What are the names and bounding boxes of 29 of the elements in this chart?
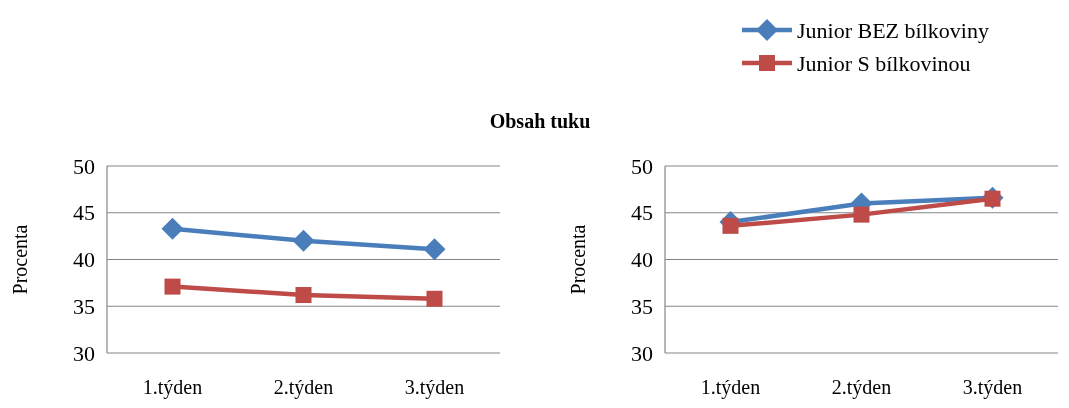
y-axis-title: Procenta — [9, 224, 31, 295]
y-tick-label: 45 — [73, 200, 95, 226]
y-tick-label: 30 — [631, 340, 653, 366]
y-tick-label: 30 — [73, 340, 95, 366]
x-tick-label: 2.týden — [273, 376, 334, 399]
x-tick-label: 3.týden — [404, 376, 465, 399]
point — [295, 287, 312, 304]
y-tick-label: 40 — [73, 247, 95, 273]
x-tick-label: 2.týden — [831, 376, 892, 399]
y-tick-label: 35 — [73, 293, 95, 319]
text: Obsah tuku — [489, 110, 591, 132]
x-tick-label: 1.týden — [700, 376, 761, 399]
legend-label: Junior S bílkovinou — [797, 50, 971, 76]
point — [164, 278, 181, 295]
point — [423, 238, 446, 261]
y-tick-label: 50 — [631, 153, 653, 179]
point — [426, 290, 443, 307]
y-tick-label: 35 — [631, 293, 653, 319]
y-axis-title: Procenta — [567, 224, 589, 295]
x-tick-label: 3.týden — [962, 376, 1023, 399]
point — [161, 217, 184, 240]
y-tick-label: 45 — [631, 200, 653, 226]
point — [853, 206, 870, 223]
x-tick-label: 1.týden — [142, 376, 203, 399]
y-tick-label: 40 — [631, 247, 653, 273]
y-tick-label: 50 — [73, 153, 95, 179]
point — [722, 217, 739, 234]
legend-label: Junior BEZ bílkoviny — [797, 17, 989, 43]
point — [292, 229, 315, 252]
